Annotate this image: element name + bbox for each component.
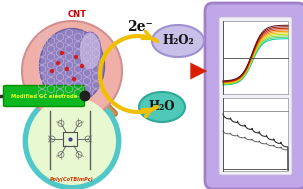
Circle shape — [80, 64, 84, 68]
Circle shape — [28, 97, 116, 185]
Ellipse shape — [139, 92, 185, 122]
Circle shape — [24, 93, 120, 189]
Text: Poly(CoTBImPc): Poly(CoTBImPc) — [50, 177, 94, 183]
Ellipse shape — [39, 29, 105, 104]
Text: H₂O₂: H₂O₂ — [162, 35, 194, 47]
Text: 2e⁻: 2e⁻ — [127, 20, 153, 34]
Circle shape — [60, 51, 64, 55]
FancyBboxPatch shape — [223, 21, 288, 94]
FancyBboxPatch shape — [205, 3, 303, 189]
FancyBboxPatch shape — [219, 17, 292, 175]
Circle shape — [72, 77, 76, 81]
Circle shape — [22, 21, 122, 121]
Ellipse shape — [152, 25, 204, 57]
Circle shape — [74, 55, 78, 59]
Text: H₂O: H₂O — [149, 101, 175, 114]
Text: CNT: CNT — [68, 10, 86, 19]
Circle shape — [50, 69, 54, 73]
Circle shape — [56, 61, 60, 65]
Circle shape — [80, 91, 90, 101]
Ellipse shape — [79, 32, 101, 70]
Circle shape — [65, 67, 69, 71]
Text: Modified GC electrode: Modified GC electrode — [11, 94, 77, 98]
FancyBboxPatch shape — [4, 85, 85, 106]
FancyBboxPatch shape — [223, 98, 288, 171]
